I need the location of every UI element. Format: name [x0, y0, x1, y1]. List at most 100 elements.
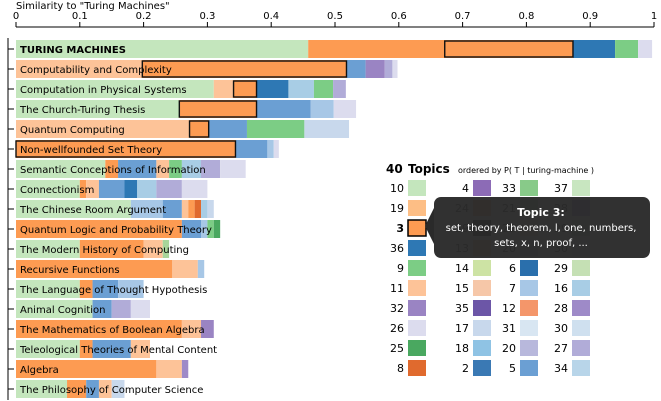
bar-segment[interactable] — [220, 160, 246, 178]
legend-swatch[interactable] — [407, 219, 427, 237]
legend-item[interactable]: 16 — [554, 280, 590, 296]
row-label[interactable]: Quantum Computing — [20, 125, 125, 136]
legend-swatch[interactable] — [408, 320, 426, 336]
legend-item[interactable]: 25 — [390, 340, 426, 356]
bar-row[interactable]: The Church-Turing Thesis — [16, 100, 357, 118]
bar-segment[interactable] — [313, 80, 334, 98]
bar-row[interactable]: Quantum Computing — [16, 120, 350, 138]
bar-segment[interactable] — [181, 180, 208, 198]
row-label[interactable]: Algebra — [20, 365, 59, 376]
bar-row[interactable]: TURING MACHINES — [16, 40, 653, 58]
row-label[interactable]: The Language of Thought Hypothesis — [19, 285, 207, 296]
legend-item[interactable]: 3 — [396, 219, 427, 237]
bar-segment[interactable] — [111, 380, 125, 398]
bar-segment[interactable] — [288, 80, 314, 98]
row-label[interactable]: The Modern History of Computing — [19, 245, 189, 256]
bar-segment[interactable] — [346, 60, 366, 78]
legend-swatch[interactable] — [520, 280, 538, 296]
bar-segment[interactable] — [130, 340, 150, 358]
bar-segment[interactable] — [118, 160, 157, 178]
bar-segment[interactable] — [169, 160, 182, 178]
bar-segment[interactable] — [162, 200, 182, 218]
bar-segment[interactable] — [213, 220, 221, 238]
legend-swatch[interactable] — [473, 340, 491, 356]
legend-swatch[interactable] — [473, 360, 491, 376]
bar-segment[interactable] — [16, 40, 309, 58]
legend-item[interactable]: 34 — [554, 360, 590, 376]
bar-segment[interactable] — [572, 40, 616, 58]
bar-segment[interactable] — [208, 120, 247, 138]
bar-row[interactable]: The Language of Thought Hypothesis — [16, 280, 207, 298]
bar-segment[interactable] — [304, 120, 350, 138]
legend-item[interactable]: 14 — [455, 260, 491, 276]
legend-swatch[interactable] — [408, 340, 426, 356]
bar-row[interactable]: Connectionism — [16, 180, 208, 198]
bar-segment[interactable] — [201, 220, 208, 238]
bar-segment[interactable] — [124, 180, 138, 198]
bar-segment[interactable] — [130, 300, 150, 318]
bar-segment[interactable] — [79, 180, 87, 198]
legend-item[interactable]: 19 — [390, 200, 426, 216]
bar-segment[interactable] — [79, 240, 144, 258]
legend-item[interactable]: 10 — [390, 180, 426, 196]
bar-segment[interactable] — [197, 260, 205, 278]
bar-segment[interactable] — [16, 120, 190, 138]
legend-item[interactable]: 33 — [502, 180, 538, 196]
bar-segment[interactable] — [201, 200, 208, 218]
row-label[interactable]: Semantic Conceptions of Information — [20, 165, 206, 176]
bar-segment[interactable] — [16, 240, 80, 258]
bar-segment[interactable] — [333, 80, 346, 98]
bar-segment[interactable] — [16, 380, 68, 398]
legend-swatch[interactable] — [572, 340, 590, 356]
bar-segment[interactable] — [142, 60, 347, 78]
row-label[interactable]: Quantum Logic and Probability Theory — [20, 225, 212, 236]
bar-segment[interactable] — [156, 180, 182, 198]
bar-row[interactable]: Semantic Conceptions of Information — [16, 160, 246, 178]
bar-segment[interactable] — [16, 200, 131, 218]
legend-swatch[interactable] — [408, 260, 426, 276]
bar-segment[interactable] — [16, 320, 182, 338]
legend-swatch[interactable] — [572, 280, 590, 296]
bar-segment[interactable] — [233, 80, 257, 98]
bar-segment[interactable] — [162, 240, 170, 258]
bar-segment[interactable] — [118, 280, 144, 298]
row-label[interactable]: The Church-Turing Thesis — [19, 105, 145, 116]
row-label[interactable]: Computation in Physical Systems — [20, 85, 187, 96]
legend-item[interactable]: 28 — [554, 300, 590, 316]
bar-segment[interactable] — [213, 80, 234, 98]
bar-segment[interactable] — [308, 40, 573, 58]
row-label[interactable]: TURING MACHINES — [20, 45, 126, 56]
legend-item[interactable]: 12 — [502, 300, 538, 316]
bar-segment[interactable] — [79, 340, 93, 358]
legend-swatch[interactable] — [408, 300, 426, 316]
legend-swatch[interactable] — [408, 360, 426, 376]
legend-item[interactable]: 2 — [462, 360, 491, 376]
legend-swatch[interactable] — [408, 200, 426, 216]
bar-segment[interactable] — [67, 380, 87, 398]
bar-segment[interactable] — [105, 160, 119, 178]
row-label[interactable]: The Mathematics of Boolean Algebra — [19, 325, 205, 336]
bar-segment[interactable] — [16, 60, 143, 78]
bar-segment[interactable] — [16, 180, 80, 198]
bar-segment[interactable] — [181, 220, 202, 238]
bar-row[interactable]: Teleological Theories of Mental Content — [16, 340, 217, 358]
bar-row[interactable]: The Philosophy of Computer Science — [16, 380, 203, 398]
bar-segment[interactable] — [86, 380, 99, 398]
bar-segment[interactable] — [181, 360, 189, 378]
bar-segment[interactable] — [16, 300, 93, 318]
bar-row[interactable]: Computability and Complexity — [16, 60, 398, 78]
legend-item[interactable]: 11 — [390, 280, 426, 296]
legend-item[interactable]: 30 — [554, 320, 590, 336]
bar-segment[interactable] — [273, 140, 279, 158]
legend-swatch[interactable] — [572, 360, 590, 376]
bar-segment[interactable] — [79, 280, 93, 298]
bar-segment[interactable] — [256, 100, 311, 118]
legend-item[interactable]: 6 — [509, 260, 538, 276]
legend-item[interactable]: 4 — [462, 180, 491, 196]
legend-swatch[interactable] — [520, 180, 538, 196]
bar-segment[interactable] — [16, 340, 80, 358]
bar-segment[interactable] — [365, 60, 385, 78]
bar-segment[interactable] — [92, 300, 112, 318]
bar-segment[interactable] — [172, 260, 198, 278]
bar-segment[interactable] — [181, 160, 202, 178]
